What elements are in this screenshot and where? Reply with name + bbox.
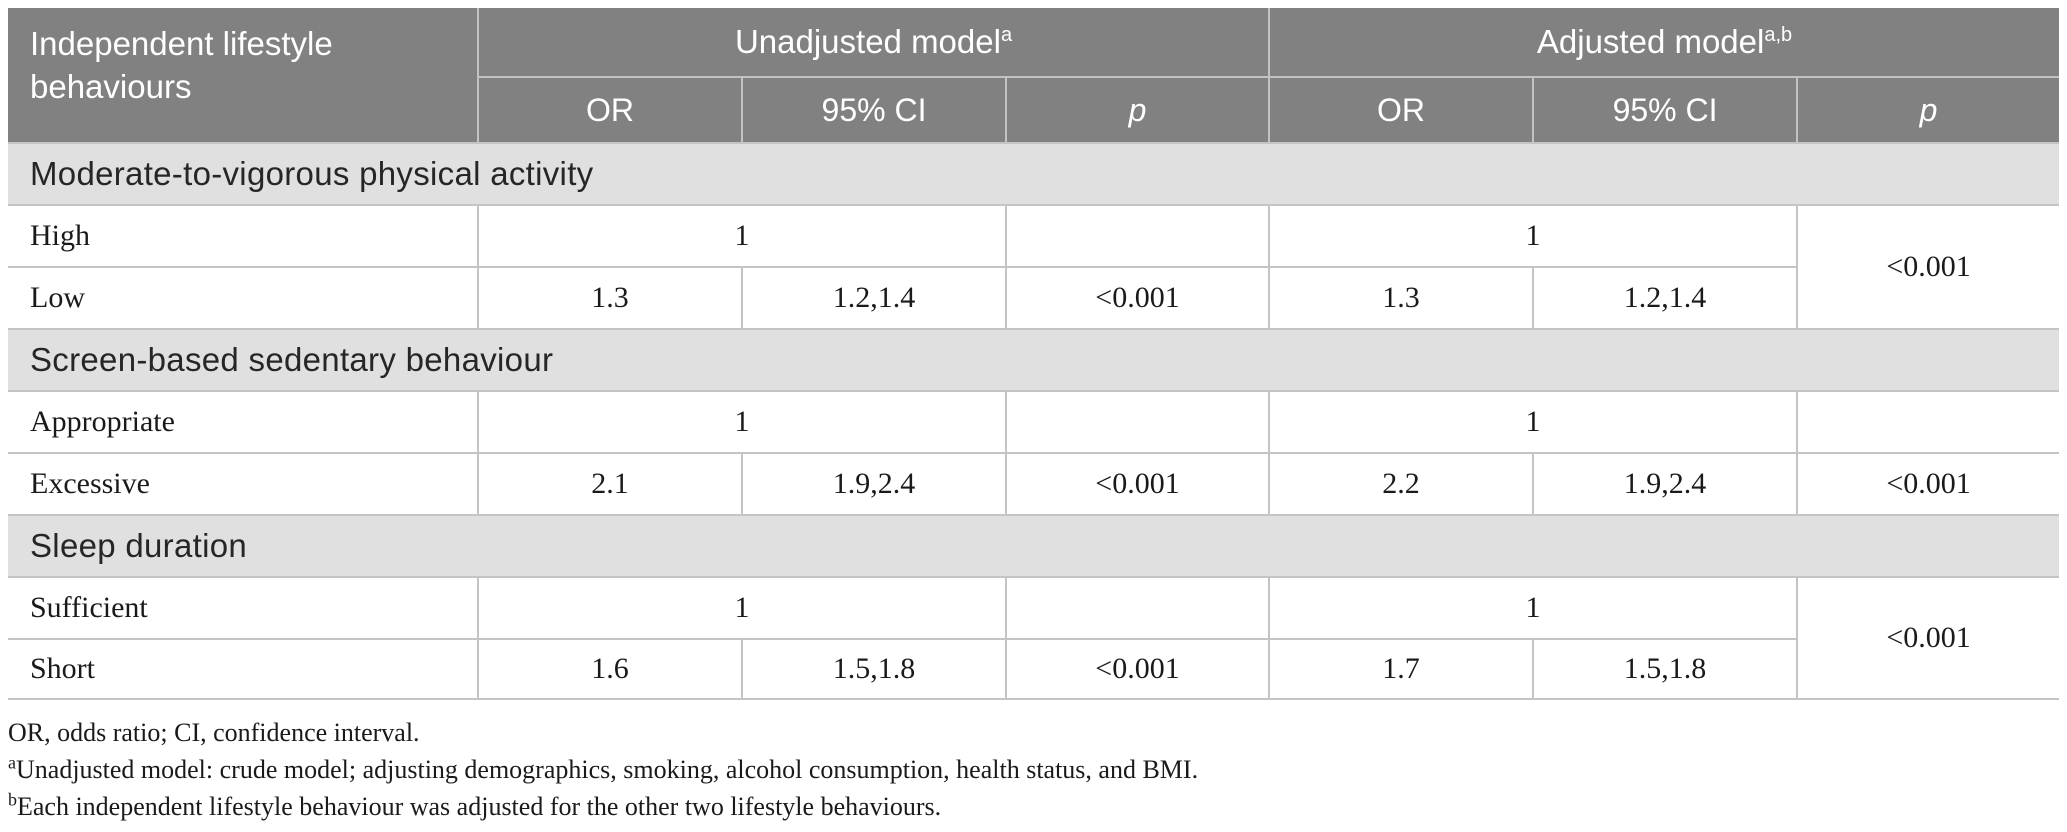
odds-ratio-table: Independent lifestyle behaviours Unadjus… bbox=[8, 8, 2060, 700]
row-label: Excessive bbox=[8, 452, 477, 514]
unadjusted-ci-value: 1.5,1.8 bbox=[741, 638, 1005, 700]
unadjusted-or-value: 1.3 bbox=[477, 266, 741, 328]
unadjusted-model-superscript: a bbox=[1000, 24, 1013, 46]
adjusted-ci-value: 1.2,1.4 bbox=[1532, 266, 1797, 328]
adjusted-reference-value: 1 bbox=[1268, 204, 1797, 266]
unadjusted-p-value: <0.001 bbox=[1005, 266, 1269, 328]
section-row-mvpa: Moderate-to-vigorous physical activity bbox=[8, 142, 2060, 204]
table-header: Independent lifestyle behaviours Unadjus… bbox=[8, 8, 2060, 142]
unadjusted-or-value: 2.1 bbox=[477, 452, 741, 514]
unadjusted-p-value bbox=[1005, 390, 1269, 452]
unadjusted-reference-value: 1 bbox=[477, 204, 1005, 266]
footnote-text: Each independent lifestyle behaviour was… bbox=[17, 792, 942, 821]
table-body: Moderate-to-vigorous physical activity H… bbox=[8, 142, 2060, 700]
adjusted-p-value-merged: <0.001 bbox=[1796, 204, 2060, 328]
header-adjusted-p: p bbox=[1796, 76, 2060, 142]
adjusted-or-value: 1.3 bbox=[1268, 266, 1533, 328]
footnote-text: OR, odds ratio; CI, confidence interval. bbox=[8, 718, 420, 747]
unadjusted-ci-value: 1.2,1.4 bbox=[741, 266, 1005, 328]
row-label: High bbox=[8, 204, 477, 266]
header-unadjusted-or: OR bbox=[477, 76, 741, 142]
unadjusted-ci-value: 1.9,2.4 bbox=[741, 452, 1005, 514]
table-row-excessive: Excessive 2.1 1.9,2.4 <0.001 2.2 1.9,2.4… bbox=[8, 452, 2060, 514]
footnote-a: aUnadjusted model: crude model; adjustin… bbox=[8, 751, 2059, 788]
section-title-sleep: Sleep duration bbox=[8, 514, 2060, 576]
row-label: Low bbox=[8, 266, 477, 328]
header-adjusted-model: Adjusted modela,b bbox=[1268, 8, 2060, 76]
adjusted-p-value-merged: <0.001 bbox=[1796, 576, 2060, 700]
row-label: Short bbox=[8, 638, 477, 700]
unadjusted-p-value bbox=[1005, 576, 1269, 638]
section-row-sleep: Sleep duration bbox=[8, 514, 2060, 576]
section-title-mvpa: Moderate-to-vigorous physical activity bbox=[8, 142, 2060, 204]
table-row-low: Low 1.3 1.2,1.4 <0.001 1.3 1.2,1.4 bbox=[8, 266, 2059, 328]
header-columns-row: OR 95% CI p OR 95% CI p bbox=[8, 76, 2060, 142]
header-unadjusted-p: p bbox=[1005, 76, 1269, 142]
unadjusted-p-value bbox=[1005, 204, 1269, 266]
table-footnotes: OR, odds ratio; CI, confidence interval.… bbox=[8, 714, 2059, 825]
footnote-superscript: b bbox=[8, 789, 17, 810]
adjusted-model-label: Adjusted model bbox=[1536, 23, 1765, 60]
table-row-sufficient: Sufficient 1 1 <0.001 bbox=[8, 576, 2060, 700]
row-label: Sufficient bbox=[8, 576, 477, 638]
footnote-superscript: a bbox=[8, 752, 16, 773]
table-row-high: High 1 1 <0.001 bbox=[8, 204, 2060, 328]
unadjusted-p-value: <0.001 bbox=[1005, 452, 1269, 514]
adjusted-p-value bbox=[1796, 390, 2060, 452]
header-adjusted-or: OR bbox=[1268, 76, 1533, 142]
adjusted-or-value: 2.2 bbox=[1268, 452, 1533, 514]
adjusted-ci-value: 1.9,2.4 bbox=[1532, 452, 1797, 514]
unadjusted-reference-value: 1 bbox=[477, 390, 1005, 452]
header-adjusted-ci: 95% CI bbox=[1532, 76, 1797, 142]
header-unadjusted-ci: 95% CI bbox=[741, 76, 1005, 142]
adjusted-reference-value: 1 bbox=[1268, 576, 1797, 638]
table-row-appropriate: Appropriate 1 1 bbox=[8, 390, 2060, 452]
unadjusted-model-label: Unadjusted model bbox=[734, 23, 1001, 60]
unadjusted-or-value: 1.6 bbox=[477, 638, 741, 700]
unadjusted-p-value: <0.001 bbox=[1005, 638, 1269, 700]
footnote-abbreviations: OR, odds ratio; CI, confidence interval. bbox=[8, 714, 2059, 751]
section-title-sedentary: Screen-based sedentary behaviour bbox=[8, 328, 2060, 390]
header-row-label: Independent lifestyle behaviours bbox=[8, 8, 477, 142]
adjusted-model-superscript: a,b bbox=[1764, 24, 1793, 46]
footnote-text: Unadjusted model: crude model; adjusting… bbox=[16, 755, 1199, 784]
unadjusted-reference-value: 1 bbox=[477, 576, 1005, 638]
adjusted-p-value: <0.001 bbox=[1796, 452, 2060, 514]
header-group-row: Independent lifestyle behaviours Unadjus… bbox=[8, 8, 2060, 142]
table-row-short: Short 1.6 1.5,1.8 <0.001 1.7 1.5,1.8 bbox=[8, 638, 2059, 700]
adjusted-ci-value: 1.5,1.8 bbox=[1532, 638, 1797, 700]
footnote-b: bEach independent lifestyle behaviour wa… bbox=[8, 788, 2059, 825]
header-unadjusted-model: Unadjusted modela bbox=[477, 8, 1269, 76]
row-label: Appropriate bbox=[8, 390, 477, 452]
section-row-sedentary: Screen-based sedentary behaviour bbox=[8, 328, 2060, 390]
adjusted-or-value: 1.7 bbox=[1268, 638, 1533, 700]
adjusted-reference-value: 1 bbox=[1268, 390, 1797, 452]
